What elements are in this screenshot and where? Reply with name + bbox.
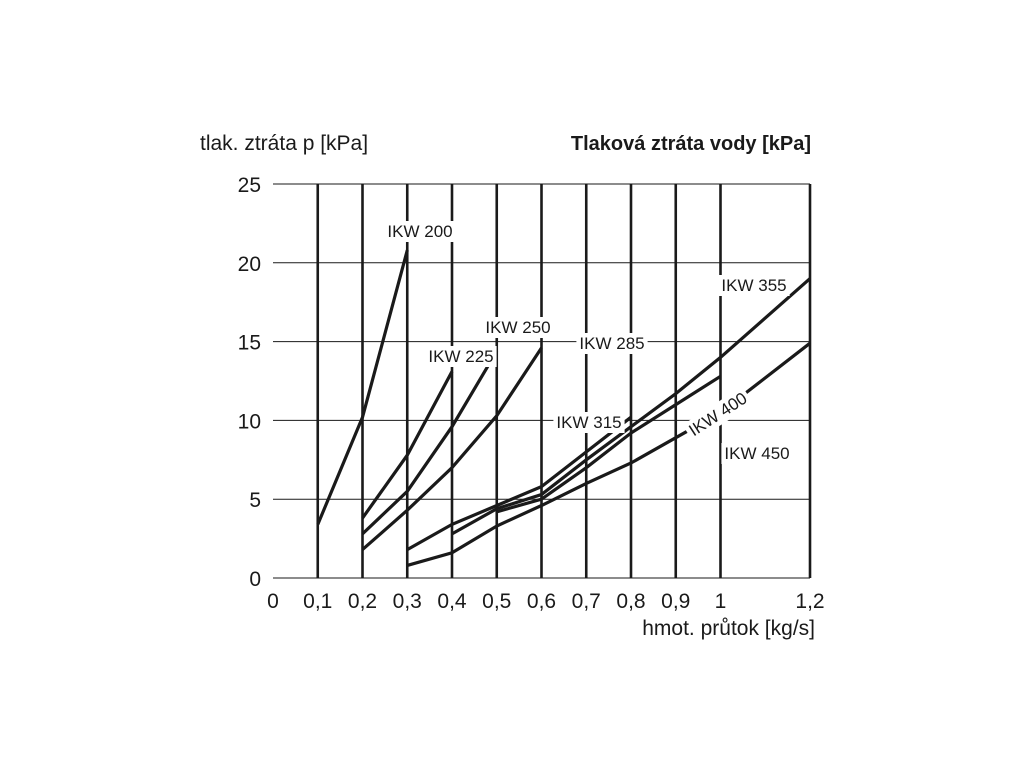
series-label-group-ikw-315: IKW 315 [553, 412, 625, 433]
y-tick-label: 0 [249, 568, 261, 591]
series-label-ikw-285: IKW 285 [579, 334, 644, 353]
tick-labels: 0 5 10 15 20 25 0 0,1 0,2 0,3 0,4 0,5 0,6 0,7 0,8 0,9 1 1… [238, 174, 825, 613]
series-label-ikw-200: IKW 200 [387, 222, 452, 241]
x-tick-label: 0,9 [661, 590, 690, 613]
series-label-bg [553, 412, 625, 433]
grid [273, 183, 812, 579]
y-tick-label: 10 [238, 410, 261, 433]
x-axis-title: hmot. průtok [kg/s] [642, 617, 815, 640]
chart-title: Tlaková ztráta vody [kPa] [571, 133, 811, 155]
series-label-group-ikw-285: IKW 285 [576, 333, 648, 354]
series-label-group-ikw-450: IKW 450 [721, 443, 793, 464]
x-tick-label: 1 [715, 590, 727, 613]
series-label-bg [576, 333, 648, 354]
x-tick-label: 0,2 [348, 590, 377, 613]
series-label-bg [718, 275, 790, 296]
series-label-bg [425, 346, 497, 367]
series-label-bg [721, 443, 793, 464]
series-label-bg [682, 386, 754, 443]
series-line-ikw-400 [496, 374, 722, 514]
series-label-ikw-250: IKW 250 [485, 318, 550, 337]
x-tick-label: 0,1 [303, 590, 332, 613]
series-label-ikw-400: IKW 400 [685, 389, 750, 440]
series-line-ikw-315 [406, 415, 632, 551]
series-label-group-ikw-355: IKW 355 [718, 275, 790, 296]
y-tick-label: 5 [249, 489, 261, 512]
series-label-ikw-355: IKW 355 [721, 276, 786, 295]
series-labels: IKW 200 IKW 225 IKW 250 IKW 285 IKW 315 IKW 3… [384, 221, 793, 464]
series-label-bg [384, 221, 456, 242]
x-tick-label: 0,7 [572, 590, 601, 613]
y-tick-label: 15 [238, 332, 261, 355]
x-tick-label: 0,3 [393, 590, 422, 613]
x-tick-label: 0,6 [527, 590, 556, 613]
series-label-group-ikw-250: IKW 250 [482, 317, 554, 338]
series-line-ikw-355 [451, 277, 812, 536]
series-label-group-ikw-200: IKW 200 [384, 221, 456, 242]
x-tick-label: 0,8 [616, 590, 645, 613]
y-axis-title: tlak. ztráta p [kPa] [200, 132, 368, 155]
series-line-ikw-200 [316, 249, 409, 526]
y-tick-label: 25 [238, 174, 261, 197]
x-tick-label: 0 [267, 590, 279, 613]
x-tick-label: 0,4 [437, 590, 467, 613]
series-line-ikw-285 [361, 347, 543, 551]
series-label-ikw-315: IKW 315 [556, 413, 621, 432]
x-tick-label: 1,2 [795, 590, 824, 613]
series-label-ikw-225: IKW 225 [428, 347, 493, 366]
series-label-bg [482, 317, 554, 338]
series-label-group-ikw-225: IKW 225 [425, 346, 497, 367]
x-tick-label: 0,5 [482, 590, 511, 613]
series-line-ikw-225 [361, 370, 454, 520]
series-line-ikw-250 [361, 350, 499, 536]
y-tick-label: 20 [238, 253, 261, 276]
series-label-ikw-450: IKW 450 [724, 444, 789, 463]
